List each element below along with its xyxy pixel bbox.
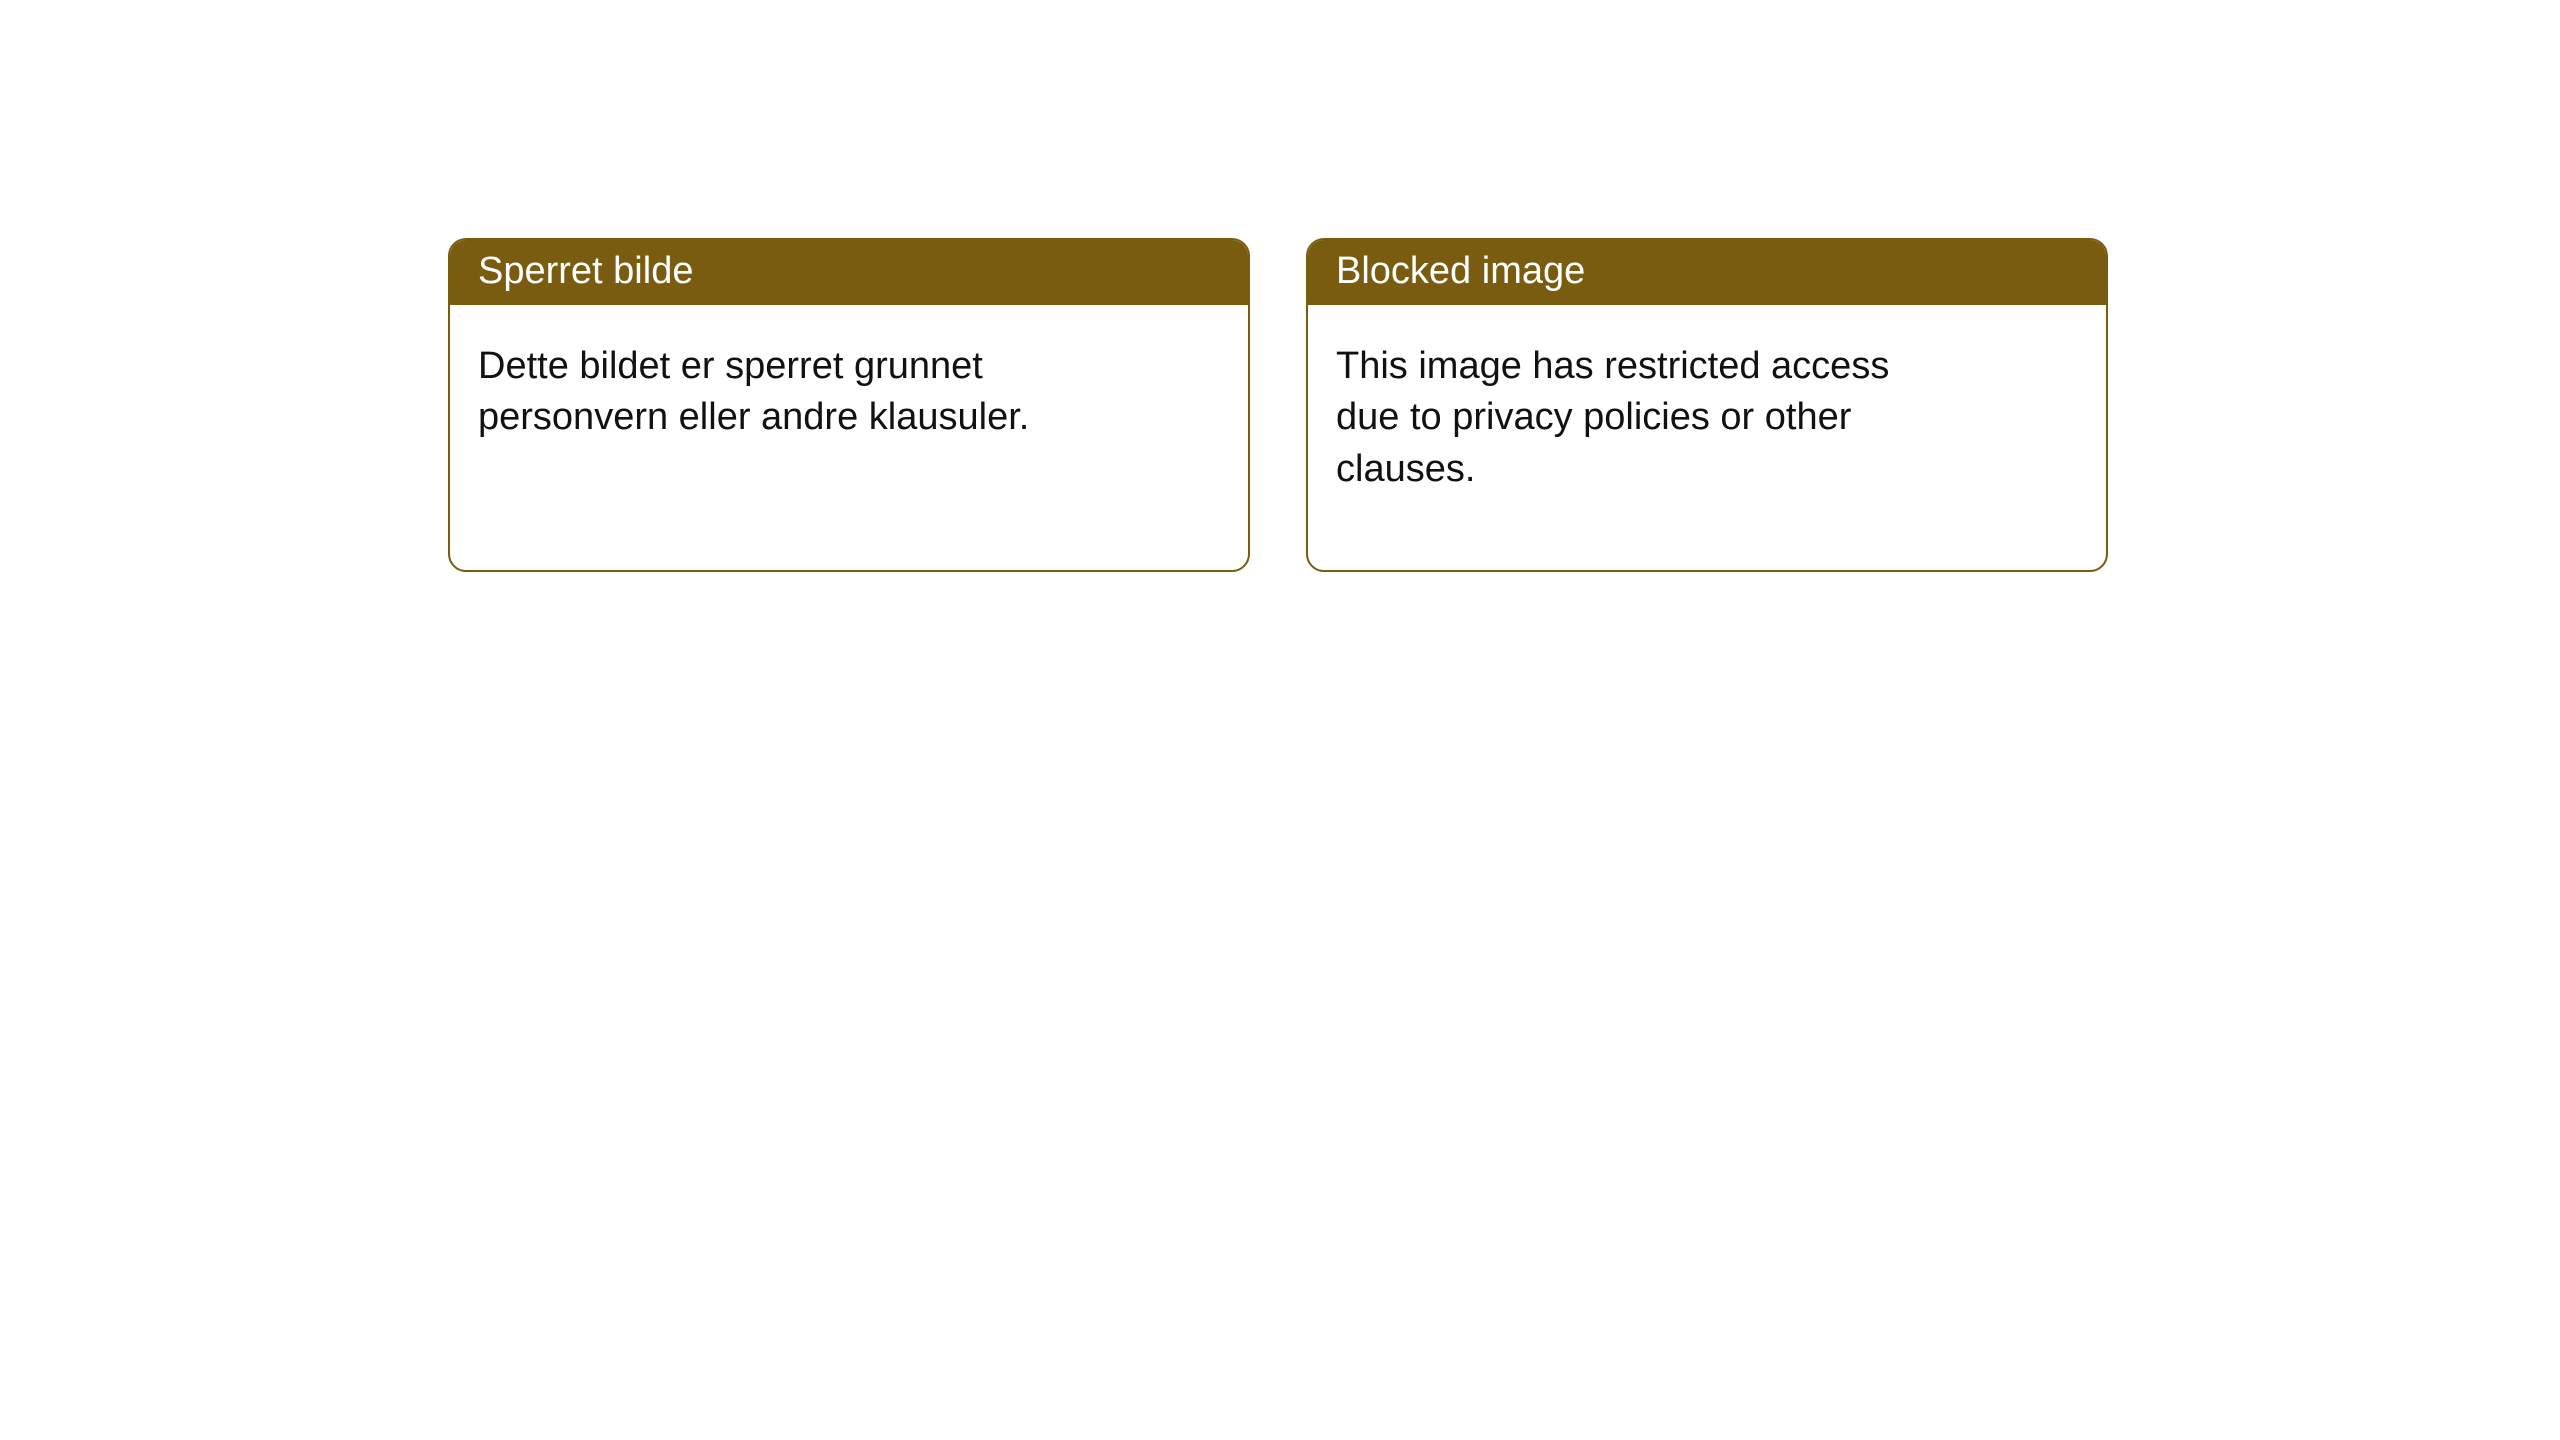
blocked-image-card-body-no: Dette bildet er sperret grunnet personve… (450, 305, 1130, 480)
blocked-image-card-no: Sperret bilde Dette bildet er sperret gr… (448, 238, 1250, 572)
blocked-image-notices: Sperret bilde Dette bildet er sperret gr… (0, 0, 2560, 572)
blocked-image-card-body-en: This image has restricted access due to … (1308, 305, 1988, 531)
blocked-image-card-title-no: Sperret bilde (450, 240, 1248, 305)
blocked-image-card-en: Blocked image This image has restricted … (1306, 238, 2108, 572)
blocked-image-card-title-en: Blocked image (1308, 240, 2106, 305)
